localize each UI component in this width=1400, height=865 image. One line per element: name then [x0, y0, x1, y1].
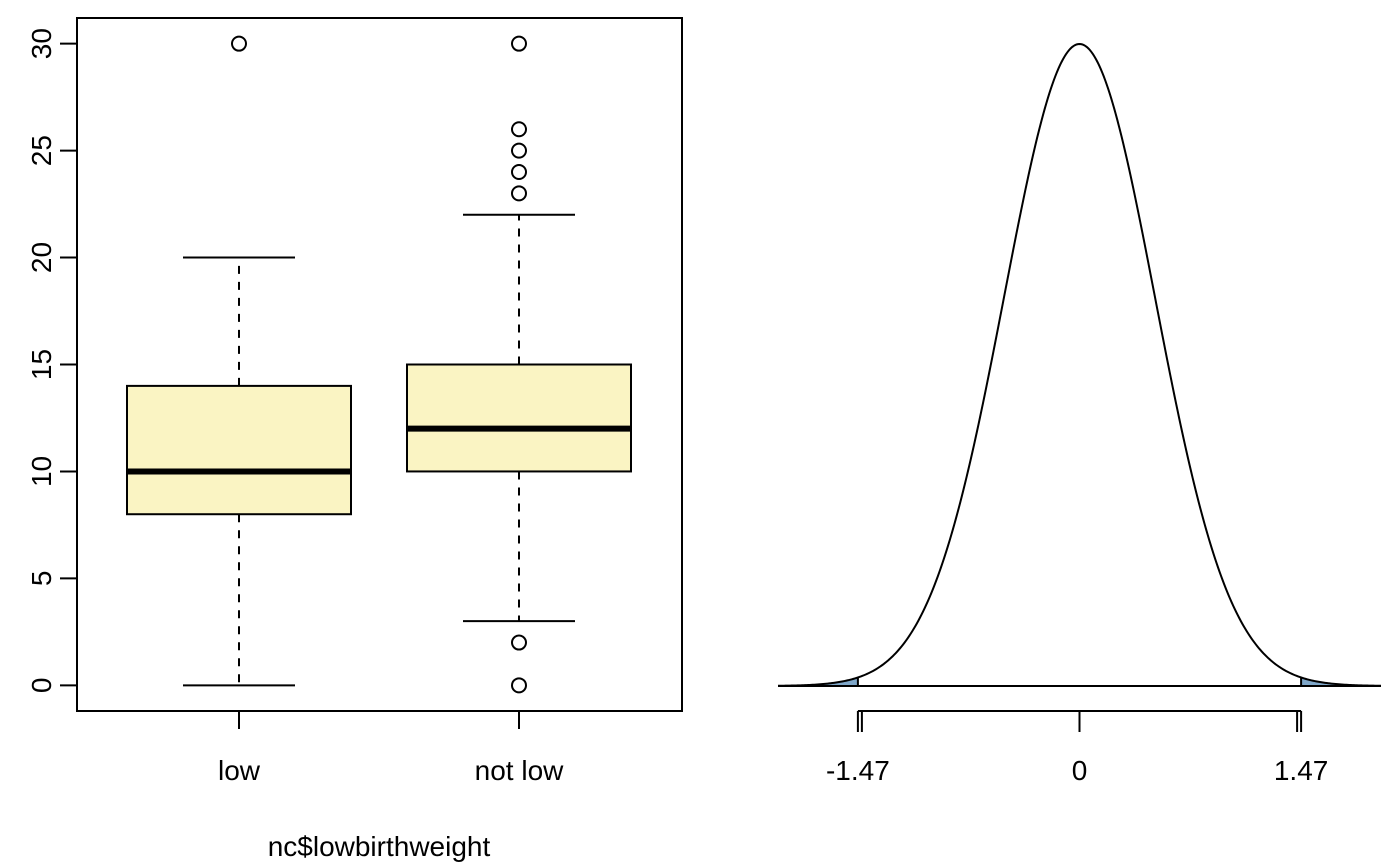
box: [126, 384, 352, 516]
y-tick-label: 5: [26, 571, 57, 587]
boxes: [126, 35, 632, 694]
outlier-point: [511, 677, 527, 694]
box-group: [406, 35, 632, 694]
outlier-point: [511, 35, 527, 52]
outlier-point: [511, 142, 527, 159]
density-x-tick-label: -1.47: [826, 755, 890, 786]
outlier-point: [511, 121, 527, 138]
y-tick-label: 0: [26, 678, 57, 694]
y-tick-label: 20: [26, 242, 57, 273]
density-x-axis: -1.47 0 1.47: [826, 710, 1329, 786]
density-x-tick-label: 1.47: [1274, 755, 1329, 786]
x-axis-label: nc$lowbirthweight: [268, 831, 491, 862]
outlier-point: [511, 185, 527, 202]
density-curve-group: [777, 42, 1382, 687]
x-axis: low not low: [218, 711, 564, 786]
outlier-point: [231, 35, 247, 52]
x-tick-label: not low: [475, 755, 564, 786]
density-curve: [777, 42, 1382, 687]
y-tick-label: 15: [26, 349, 57, 380]
y-tick-label: 25: [26, 135, 57, 166]
box-group: [126, 35, 352, 687]
density-panel: -1.47 0 1.47: [777, 42, 1382, 786]
outlier-point: [511, 634, 527, 651]
density-x-tick-label: 0: [1072, 755, 1088, 786]
y-axis: 0 5 10 15 20 25 30: [26, 28, 77, 693]
lower-tail-shade: [778, 677, 858, 686]
boxplot-panel: 0 5 10 15 20 25 30 low not low nc$lowbirthweigh…: [26, 17, 683, 862]
x-tick-label: low: [218, 755, 261, 786]
box: [406, 363, 632, 473]
y-tick-label: 10: [26, 456, 57, 487]
y-tick-label: 30: [26, 28, 57, 59]
upper-tail-shade: [1301, 677, 1381, 686]
outlier-point: [511, 164, 527, 180]
